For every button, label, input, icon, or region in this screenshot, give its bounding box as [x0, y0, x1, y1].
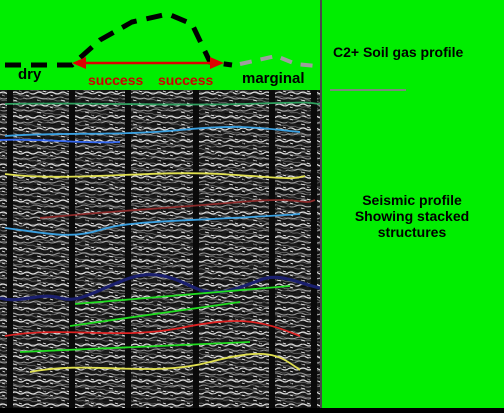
- caption-background: [320, 0, 504, 408]
- label-dry: dry: [18, 66, 42, 83]
- well-line-6: [311, 90, 317, 408]
- marginal-profile-line: [239, 53, 317, 68]
- seismic-caption: Seismic profile Showing stacked structur…: [325, 192, 499, 240]
- soil-gas-profile-line: [5, 11, 233, 68]
- soil-gas-panel: [0, 0, 320, 90]
- soil-gas-profile-graphic: [0, 0, 320, 90]
- seismic-panel: [0, 90, 320, 408]
- horizon-10: [4, 320, 301, 337]
- seismic-caption-line-3: structures: [377, 224, 447, 241]
- well-line-2: [69, 90, 75, 408]
- arrow-head-left: [72, 57, 86, 69]
- well-line-5: [269, 90, 275, 408]
- arrow-head-right: [210, 57, 224, 69]
- label-success-left: success: [88, 72, 144, 88]
- horizon-9: [69, 301, 241, 327]
- horizon-8: [74, 285, 291, 305]
- horizon-6: [4, 213, 301, 236]
- well-line-3: [125, 90, 131, 408]
- well-lines: [7, 90, 317, 408]
- horizon-5: [39, 199, 316, 219]
- panel-divider: [320, 0, 322, 408]
- seismic-section: [0, 90, 320, 408]
- horizon-3: [0, 138, 121, 144]
- seismic-horizons: [0, 101, 320, 373]
- seismic-caption-line-2: Showing stacked: [354, 208, 470, 225]
- horizon-4: [4, 172, 306, 180]
- caption-panel-background: [320, 0, 504, 408]
- label-marginal: marginal: [242, 70, 305, 87]
- horizon-2: [4, 126, 301, 137]
- seismic-caption-line-1: Seismic profile: [362, 192, 462, 208]
- caption-panel: [320, 0, 504, 408]
- horizon-1: [4, 101, 320, 106]
- well-line-4: [193, 90, 199, 408]
- soil-gas-caption: C2+ Soil gas profile: [333, 44, 464, 60]
- horizon-12: [29, 352, 301, 373]
- label-success-right: success: [158, 72, 214, 88]
- well-line-1: [7, 90, 13, 408]
- horizon-7: [0, 272, 320, 302]
- horizon-11: [19, 341, 251, 353]
